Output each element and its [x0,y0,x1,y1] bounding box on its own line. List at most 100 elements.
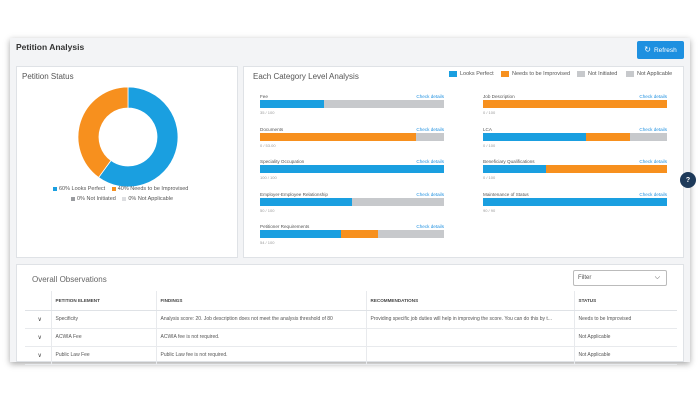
header-expand [25,291,52,311]
expand-chevron-icon[interactable]: ∨ [25,328,52,347]
table-row[interactable]: ∨ ACWIA Fee ACWIA fee is not required. Not … [25,328,677,347]
bar-segment-perfect [483,197,667,206]
category-name: Job Description [483,94,515,99]
filter-placeholder: Filter [578,275,592,281]
expand-chevron-icon[interactable]: ∨ [25,346,52,365]
category-bar [483,165,667,173]
category-score: 0 / 100 [483,175,496,180]
donut-slice-looks-perfect [98,86,179,188]
category-score: 0 / 53.00 [260,142,276,148]
header-status: STATUS [574,291,677,311]
check-details-link[interactable]: Check details [639,191,667,197]
expand-chevron-icon[interactable]: ∨ [25,310,52,329]
cell-element: Public Law Fee [51,346,157,365]
bar-segment-improvised [586,132,631,141]
chevron-down-icon: ⌵ [654,274,660,281]
observations-table: PETITION ELEMENT FINDINGS RECOMMENDATION… [25,291,677,365]
category-score: 50 / 100 [260,207,275,213]
refresh-button[interactable]: ↻ Refresh [637,41,684,59]
category-name: Petitioner Requirements [260,224,310,229]
category-bar [260,100,444,108]
observations-title: Overall Observations [32,275,107,284]
check-details-link[interactable]: Check details [639,159,667,164]
donut-legend-row-1: 60% Looks Perfect 40% Needs to be Improv… [53,186,193,192]
donut-slice-needs-to-be-improvised [77,86,129,179]
bar-segment-not-initiated [377,230,444,238]
category-name: Speciality Occupation [260,159,305,164]
refresh-label: Refresh [653,46,677,54]
cell-status: Not Applicable [574,328,677,347]
category-analysis-card: Each Category Level Analysis Looks Perfe… [243,66,684,258]
petition-status-donut [77,86,179,188]
check-details-link[interactable]: Check details [416,159,444,164]
category-name: Employer-Employee Relationship [260,191,328,197]
bar-segment-perfect [483,132,587,141]
category-bar [483,100,667,108]
bar-segment-perfect [260,230,341,238]
check-details-link[interactable]: Check details [416,224,444,229]
cat-legend-needs-improvised: Needs to be Improvised [501,71,570,77]
bar-segment-not-initiated [324,100,444,108]
category-name: Fee [260,94,268,99]
donut-legend-row-2: 0% Not Initiated 0% Not Applicable [71,196,178,202]
check-details-link[interactable]: Check details [639,94,667,99]
bar-segment-perfect [260,197,352,206]
help-icon[interactable]: ? [680,172,696,188]
check-details-link[interactable]: Check details [416,191,444,197]
petition-status-title: Petition Status [22,72,74,81]
category-bar [483,197,667,206]
header-petition-element: PETITION ELEMENT [51,291,157,311]
bar-segment-perfect [260,165,444,173]
bar-segment-improvised [260,132,417,141]
category-name: Beneficiary Qualifications [483,159,535,164]
category-score: 0 / 100 [483,142,496,148]
bar-segment-not-initiated [630,132,667,141]
check-details-link[interactable]: Check details [416,94,444,99]
cell-recommendations [366,328,575,347]
cat-legend-not-initiated: Not Initiated [577,71,617,77]
check-details-link[interactable]: Check details [639,126,667,132]
category-name: LCA [483,126,492,132]
page-title: Petition Analysis [16,42,85,52]
category-score: 35 / 100 [260,110,275,115]
cell-element: ACWIA Fee [51,328,157,347]
bar-segment-perfect [260,100,325,108]
bar-segment-not-initiated [416,132,444,141]
category-bar [260,132,444,141]
legend-looks-perfect: 60% Looks Perfect [53,186,105,192]
category-score: 100 / 100 [260,175,277,180]
cell-recommendations: Providing specific job duties will help … [366,310,575,329]
legend-needs-improvised: 40% Needs to be Improvised [111,186,188,192]
petition-status-card: Petition Status 60% Looks Perfect 40% Ne… [16,66,238,258]
cell-findings: Public Law fee is not required. [156,346,367,365]
bar-segment-not-initiated [352,197,444,206]
filter-select[interactable]: Filter ⌵ [573,270,667,286]
category-score: 90 / 90 [483,207,496,213]
table-row[interactable]: ∨ Public Law Fee Public Law fee is not req… [25,346,677,365]
legend-not-applicable: 0% Not Applicable [122,196,173,202]
cell-findings: Analysis score: 20. Job description does… [156,310,367,329]
check-details-link[interactable]: Check details [416,126,444,132]
table-row[interactable]: ∨ Specificity Analysis score: 20. Job desc… [25,310,677,329]
cell-element: Specificity [51,310,157,329]
cell-status: Not Applicable [574,346,677,365]
category-bar [260,197,444,206]
category-bar [260,165,444,173]
cell-findings: ACWIA fee is not required. [156,328,367,347]
category-score: 54 / 100 [260,240,275,245]
cell-recommendations [366,346,575,365]
bar-segment-improvised [340,230,378,238]
category-bar [260,230,444,238]
cat-legend-looks-perfect: Looks Perfect [449,71,494,77]
category-name: Maintenance of Status [483,191,529,197]
category-score: 0 / 100 [483,110,496,115]
table-header-row: PETITION ELEMENT FINDINGS RECOMMENDATION… [25,291,677,311]
legend-not-initiated: 0% Not Initiated [71,196,116,202]
header-recommendations: RECOMMENDATIONS [366,291,575,311]
header-findings: FINDINGS [156,291,367,311]
bar-segment-improvised [483,100,667,108]
category-name: Documents [260,126,284,132]
cell-status: Needs to be Improvised [574,310,677,329]
refresh-icon: ↻ [644,45,651,54]
category-bar [483,132,667,141]
